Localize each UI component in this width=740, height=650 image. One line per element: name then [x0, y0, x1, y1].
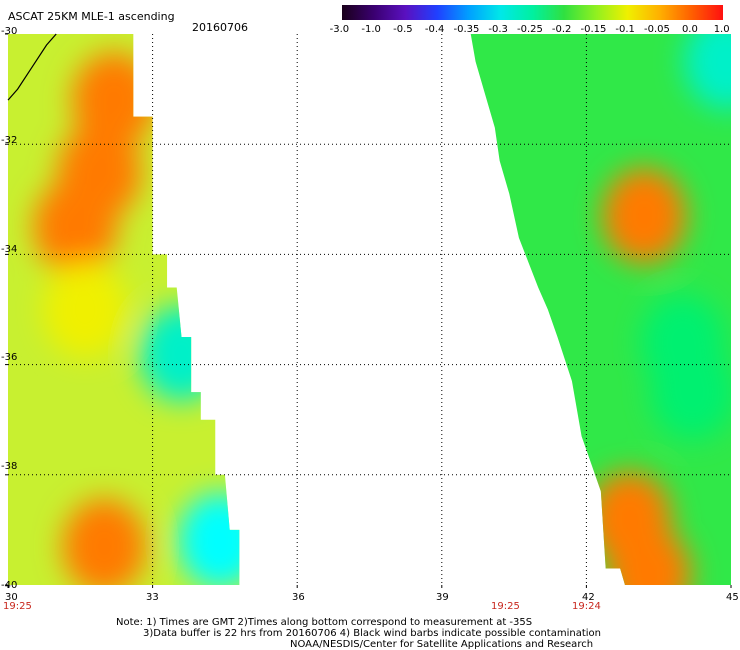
field-blob — [178, 492, 240, 585]
axis-ticks — [5, 33, 732, 588]
lon-label: 36 — [292, 592, 305, 603]
lon-label: 45 — [726, 592, 739, 603]
field-blob — [139, 305, 224, 402]
colorbar-tick-label: -0.2 — [551, 24, 572, 35]
lon-label: 33 — [146, 592, 159, 603]
colorbar-tick-label: 1.0 — [713, 24, 730, 35]
colorbar-tick-label: -0.35 — [453, 24, 480, 35]
note-line-2: 3)Data buffer is 22 hrs from 20160706 4)… — [143, 628, 601, 639]
lat-label: -40 — [1, 580, 18, 591]
product-title: ASCAT 25KM MLE-1 ascending — [8, 10, 175, 23]
colorbar-tick-label: -3.0 — [329, 24, 350, 35]
colorbar-tick-label: -0.5 — [393, 24, 413, 35]
date-label: 20160706 — [192, 21, 248, 34]
lon-label: 39 — [436, 592, 449, 603]
field-blob — [607, 525, 692, 585]
colorbar-tick-label: -0.15 — [580, 24, 607, 35]
field-blob — [684, 34, 731, 110]
lat-label: -30 — [1, 26, 18, 37]
lat-label: -36 — [1, 352, 18, 363]
lat-label: -32 — [1, 135, 18, 146]
colorbar — [342, 5, 723, 20]
time-label: 19:25 — [491, 601, 520, 612]
colorbar-tick-label: -0.1 — [615, 24, 635, 35]
lon-label: 30 — [5, 592, 18, 603]
field-blob — [62, 498, 147, 585]
lat-label: -38 — [1, 461, 18, 472]
time-label: 19:24 — [572, 601, 601, 612]
field-blob — [43, 261, 128, 358]
colorbar-tick-label: -0.25 — [517, 24, 543, 35]
note-line-3: NOAA/NESDIS/Center for Satellite Applica… — [290, 639, 594, 650]
colorbar-tick-label: -1.0 — [361, 24, 381, 35]
colorbar-tick-label: -0.05 — [644, 24, 670, 35]
note-line-1: Note: 1) Times are GMT 2)Times along bot… — [116, 617, 533, 628]
lat-label: -34 — [1, 244, 18, 255]
field-blob — [33, 178, 118, 275]
colorbar-tick-label: -0.3 — [488, 24, 508, 35]
time-label: 19:25 — [3, 601, 32, 612]
lon-label: 42 — [582, 592, 595, 603]
field-blob — [602, 167, 687, 264]
field-blob — [640, 294, 725, 391]
colorbar-tick-label: 0.0 — [681, 24, 698, 35]
colorbar-gradient — [342, 5, 723, 20]
coastline — [7, 33, 57, 101]
colorbar-tick-label: -0.4 — [424, 24, 445, 35]
